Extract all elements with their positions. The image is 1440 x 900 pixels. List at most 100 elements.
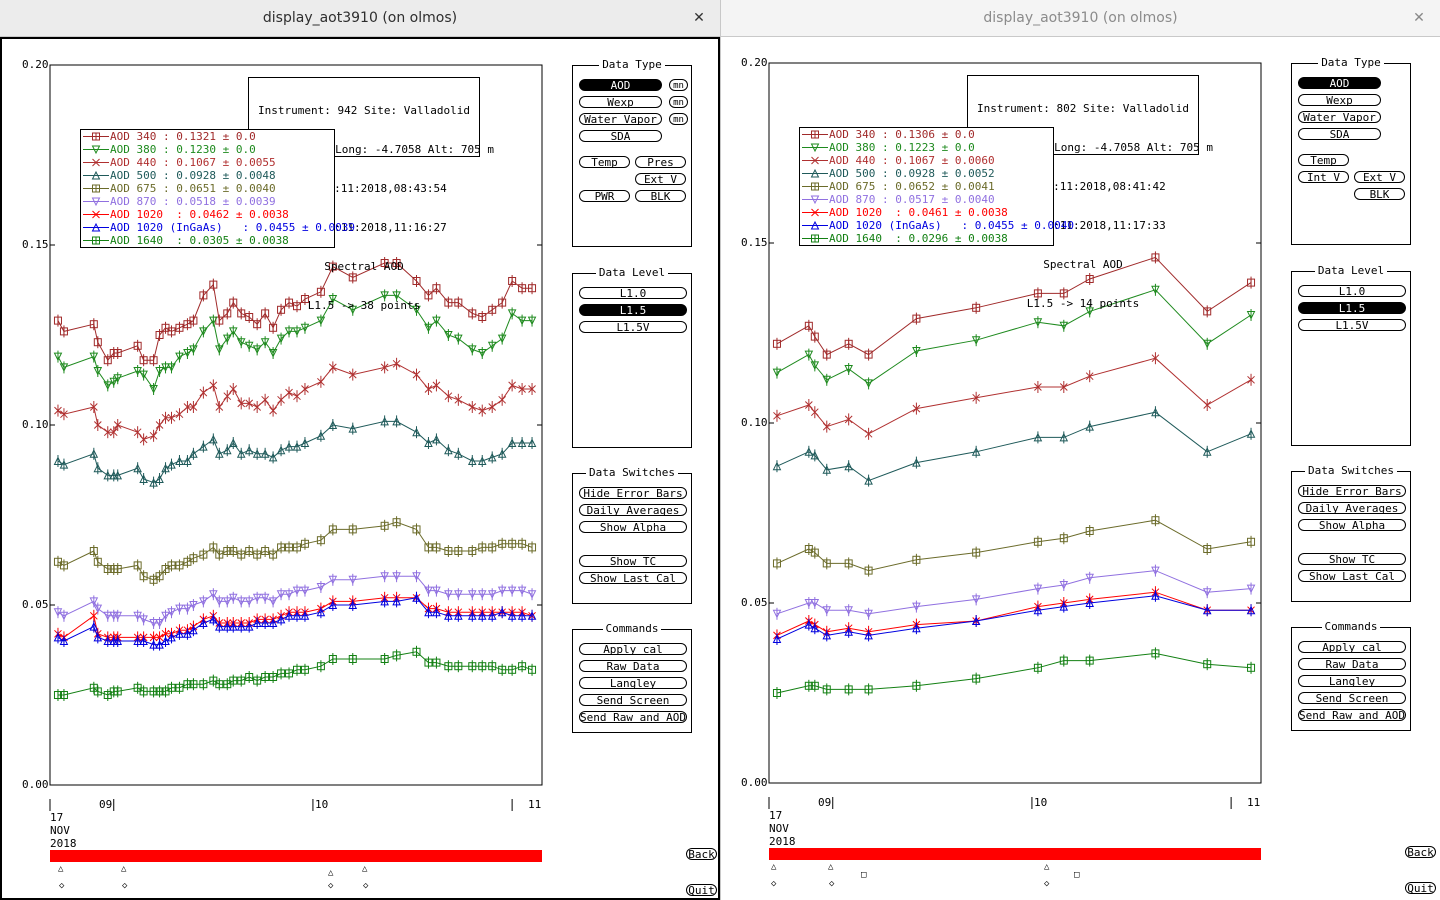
level-l15v-button[interactable]: L1.5V — [1298, 319, 1406, 331]
time-range-bar[interactable] — [769, 848, 1261, 860]
data-point — [412, 427, 421, 437]
diamond-marker-icon: ◇ — [363, 881, 369, 891]
sda-button[interactable]: SDA — [1298, 128, 1381, 140]
data-point — [912, 457, 921, 467]
send-screen-button[interactable]: Send Screen — [579, 694, 687, 706]
blk-button[interactable]: BLK — [635, 190, 686, 202]
data-point — [149, 639, 158, 649]
data-point — [133, 367, 142, 376]
show-last-cal-button[interactable]: Show Last Cal — [579, 572, 687, 584]
apply-cal-button[interactable]: Apply cal — [579, 643, 687, 655]
data-point — [284, 590, 294, 599]
show-last-cal-button[interactable]: Show Last Cal — [1298, 570, 1406, 582]
legend-label: AOD 1640 : 0.0296 ± 0.0038 — [829, 232, 1008, 245]
water-vapor-button[interactable]: Water Vapor — [1298, 111, 1381, 123]
close-window-button[interactable]: ✕ — [693, 10, 705, 26]
legend-label: AOD 340 : 0.1321 ± 0.0 — [110, 130, 256, 143]
apply-cal-button[interactable]: Apply cal — [1298, 641, 1406, 653]
back-button[interactable]: Back — [686, 848, 717, 860]
quit-button[interactable]: Quit — [1405, 882, 1436, 894]
data-point — [454, 334, 463, 344]
data-point — [223, 392, 232, 401]
data-point — [1203, 401, 1212, 409]
water-vapor-mn-button[interactable]: mn — [669, 113, 688, 125]
data-point — [59, 459, 69, 469]
legend-symbol-icon — [83, 158, 109, 167]
title-bar[interactable]: display_aot3910 (on olmos) ✕ — [721, 0, 1440, 37]
x-tick-label: 10 — [1034, 796, 1048, 809]
data-point — [328, 575, 338, 585]
wexp-button[interactable]: Wexp — [1298, 94, 1381, 106]
panel-title: Data Switches — [1304, 464, 1398, 477]
close-window-button[interactable]: ✕ — [1413, 10, 1425, 26]
level-l15-button[interactable]: L1.5 — [1298, 302, 1406, 314]
diamond-marker-icon: ◇ — [328, 881, 334, 891]
ext-v-button[interactable]: Ext V — [635, 173, 686, 185]
data-point — [222, 597, 232, 607]
data-point — [811, 208, 819, 217]
data-point — [444, 445, 453, 455]
temp-button[interactable]: Temp — [1298, 154, 1349, 166]
data-point — [252, 593, 262, 603]
wexp-button[interactable]: Wexp — [579, 96, 662, 108]
time-range-bar[interactable] — [50, 850, 542, 862]
ext-v-button[interactable]: Ext V — [1354, 171, 1405, 183]
raw-data-button[interactable]: Raw Data — [579, 660, 687, 672]
aod-button[interactable]: AOD — [579, 79, 662, 91]
raw-data-button[interactable]: Raw Data — [1298, 658, 1406, 670]
int-v-button[interactable]: Int V — [1298, 171, 1349, 183]
data-point — [348, 370, 357, 379]
window-instrument-942: display_aot3910 (on olmos) ✕ Instrument:… — [0, 0, 720, 900]
panel-title: Data Type — [1318, 56, 1384, 69]
send-raw-and-aod-button[interactable]: Send Raw and AOD — [1298, 709, 1406, 721]
series-line — [776, 570, 1252, 615]
data-point — [392, 596, 401, 606]
send-screen-button[interactable]: Send Screen — [1298, 692, 1406, 704]
legend-row: AOD 500 : 0.0928 ± 0.0052 — [800, 167, 1053, 180]
data-point — [269, 406, 277, 415]
level-l10-button[interactable]: L1.0 — [1298, 285, 1406, 297]
data-point — [1033, 605, 1043, 615]
blk-button[interactable]: BLK — [1354, 188, 1405, 200]
langley-button[interactable]: Langley — [579, 677, 687, 689]
info-line: Spectral AOD — [1043, 258, 1123, 271]
langley-button[interactable]: Langley — [1298, 675, 1406, 687]
aod-button[interactable]: AOD — [1298, 77, 1381, 89]
data-point — [478, 406, 487, 415]
aod-mn-button[interactable]: mn — [669, 79, 688, 91]
x-tick-label: 11 — [528, 798, 542, 811]
title-bar[interactable]: display_aot3910 (on olmos) ✕ — [0, 0, 720, 37]
data-point — [139, 474, 148, 483]
data-point — [222, 334, 232, 344]
data-point — [244, 445, 254, 455]
sda-button[interactable]: SDA — [579, 130, 662, 142]
data-point — [155, 633, 164, 642]
level-l10-button[interactable]: L1.0 — [579, 287, 687, 299]
quit-button[interactable]: Quit — [686, 884, 717, 896]
wexp-mn-button[interactable]: mn — [669, 96, 688, 108]
show-alpha-button[interactable]: Show Alpha — [1298, 519, 1406, 531]
hide-error-bars-button[interactable]: Hide Error Bars — [579, 487, 687, 499]
show-tc-button[interactable]: Show TC — [1298, 553, 1406, 565]
pres-button[interactable]: Pres — [635, 156, 686, 168]
back-button[interactable]: Back — [1405, 846, 1436, 858]
data-point — [189, 449, 198, 458]
data-point — [328, 363, 337, 372]
send-raw-and-aod-button[interactable]: Send Raw and AOD — [579, 711, 687, 723]
show-tc-button[interactable]: Show TC — [579, 555, 687, 567]
data-point — [209, 614, 218, 624]
data-point — [517, 316, 527, 326]
daily-averages-button[interactable]: Daily Averages — [579, 504, 687, 516]
daily-averages-button[interactable]: Daily Averages — [1298, 502, 1406, 514]
pwr-button[interactable]: PWR — [579, 190, 630, 202]
show-alpha-button[interactable]: Show Alpha — [579, 521, 687, 533]
water-vapor-button[interactable]: Water Vapor — [579, 113, 662, 125]
level-l15-button[interactable]: L1.5 — [579, 304, 687, 316]
data-point — [1033, 318, 1043, 327]
level-l15v-button[interactable]: L1.5V — [579, 321, 687, 333]
data-point — [161, 636, 170, 645]
data-point — [432, 381, 441, 390]
temp-button[interactable]: Temp — [579, 156, 630, 168]
date-year: 2018 — [50, 837, 77, 850]
hide-error-bars-button[interactable]: Hide Error Bars — [1298, 485, 1406, 497]
